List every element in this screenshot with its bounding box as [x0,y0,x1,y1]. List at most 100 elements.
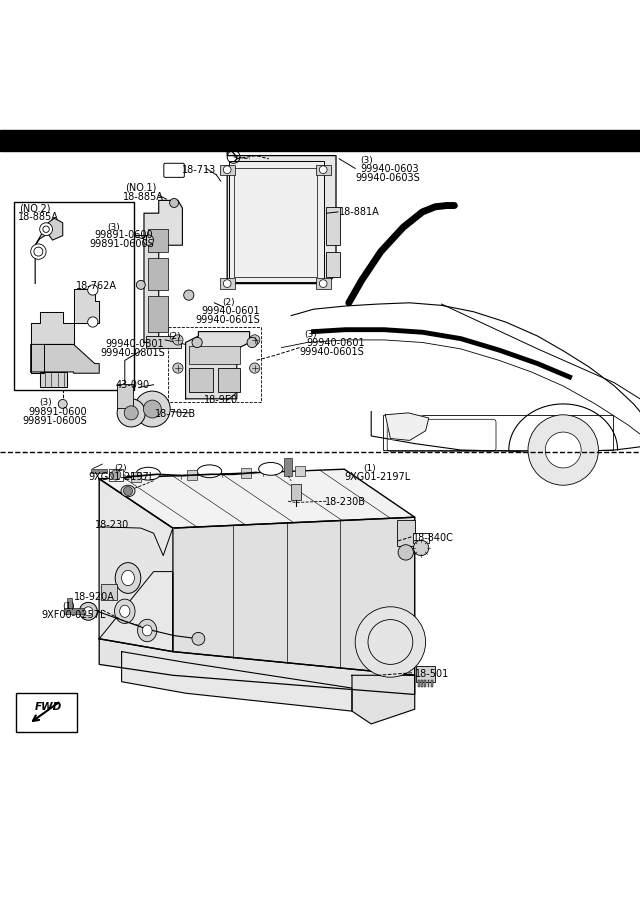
Text: (2): (2) [114,464,127,473]
Polygon shape [227,146,336,285]
Bar [0,130,640,151]
Text: 9XG01-2197L: 9XG01-2197L [344,472,411,482]
Polygon shape [31,289,99,374]
Text: 99891-0600S: 99891-0600S [90,238,154,249]
Text: 9XF00-0257L: 9XF00-0257L [42,610,106,620]
Bar [413,533,429,543]
Text: (3): (3) [40,398,52,407]
Bar [188,470,198,481]
Text: 99891-0600: 99891-0600 [29,407,88,417]
Circle shape [34,248,43,256]
Bar [316,278,331,289]
Circle shape [124,487,132,495]
Bar [416,666,435,681]
Ellipse shape [197,465,221,478]
Polygon shape [40,372,67,387]
Polygon shape [99,639,415,695]
Ellipse shape [138,619,157,642]
Bar [428,680,429,687]
Text: 18-840C: 18-840C [413,534,454,544]
Circle shape [192,338,202,347]
Polygon shape [122,652,352,711]
Circle shape [173,335,183,345]
Ellipse shape [121,485,135,497]
Text: 18-885A: 18-885A [18,212,59,222]
Ellipse shape [143,625,152,636]
Ellipse shape [122,571,134,586]
Bar [64,608,84,614]
Text: 99940-0601S: 99940-0601S [196,315,260,325]
Circle shape [88,285,98,295]
Bar [326,207,340,245]
Circle shape [319,280,327,287]
Text: 18-230B: 18-230B [325,498,366,508]
Ellipse shape [120,605,130,617]
Text: 18-230: 18-230 [95,520,129,530]
Text: 18-881A: 18-881A [339,207,380,217]
Circle shape [192,633,205,645]
Bar [291,484,301,500]
Bar [295,466,305,476]
Circle shape [84,607,93,616]
Bar [383,415,613,450]
Text: 18-920A: 18-920A [74,592,115,602]
Bar [234,168,317,277]
Text: 18-9E0: 18-9E0 [204,395,237,405]
Bar [421,680,423,687]
Bar [117,384,133,409]
Text: 99891-0600: 99891-0600 [95,230,154,240]
Bar [91,469,107,473]
Bar [148,296,168,331]
Polygon shape [99,469,415,528]
Text: (1): (1) [364,464,376,473]
Text: 18-885A: 18-885A [123,192,164,202]
Circle shape [170,199,179,207]
Text: 99940-0603S: 99940-0603S [355,173,420,183]
Polygon shape [99,479,173,652]
Text: 99940-0801: 99940-0801 [106,339,164,349]
Bar [148,230,168,252]
Ellipse shape [115,599,135,624]
Bar [284,458,292,475]
Text: 99940-0601S: 99940-0601S [300,347,364,357]
Text: (1): (1) [63,602,76,611]
Bar [397,520,415,546]
Text: 43-090: 43-090 [115,381,149,391]
Text: (3): (3) [108,223,120,232]
FancyBboxPatch shape [164,163,184,177]
Text: (3): (3) [305,330,317,339]
Circle shape [58,400,67,409]
Bar [148,258,168,290]
Ellipse shape [136,467,161,480]
Bar [229,161,324,283]
Polygon shape [186,331,250,399]
Circle shape [88,317,98,327]
Text: (NO.2): (NO.2) [19,203,51,213]
Bar [220,165,235,175]
Text: 18-501: 18-501 [415,669,449,679]
Circle shape [319,166,327,174]
Polygon shape [173,518,415,675]
Circle shape [184,290,194,301]
Circle shape [143,235,154,245]
Text: 99940-0601: 99940-0601 [306,338,365,348]
Circle shape [143,400,161,418]
Bar [131,472,141,482]
Text: 99940-0601: 99940-0601 [202,306,260,316]
Text: 9XG01-2197L: 9XG01-2197L [88,472,155,482]
Polygon shape [352,675,415,724]
Text: 99891-0600S: 99891-0600S [22,416,87,426]
Text: 18-762A: 18-762A [76,281,116,292]
Bar [109,469,123,481]
Bar [218,368,240,392]
Bar [220,278,235,289]
Bar [14,202,134,391]
Circle shape [250,335,260,345]
Text: 99940-0801S: 99940-0801S [100,348,165,358]
Circle shape [528,415,598,485]
Text: 18-713: 18-713 [182,165,217,175]
Bar [16,693,77,732]
Circle shape [31,244,46,259]
Polygon shape [385,413,429,440]
Ellipse shape [115,562,141,593]
